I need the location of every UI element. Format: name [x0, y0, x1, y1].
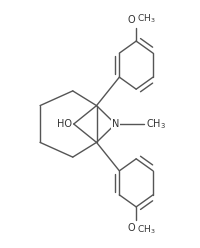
Text: O: O: [127, 15, 135, 25]
Text: CH$_3$: CH$_3$: [136, 12, 155, 25]
Text: N: N: [111, 119, 118, 129]
Text: CH$_3$: CH$_3$: [136, 223, 155, 236]
Text: HO: HO: [56, 119, 71, 129]
Text: O: O: [127, 223, 135, 233]
Text: CH$_3$: CH$_3$: [145, 117, 165, 131]
